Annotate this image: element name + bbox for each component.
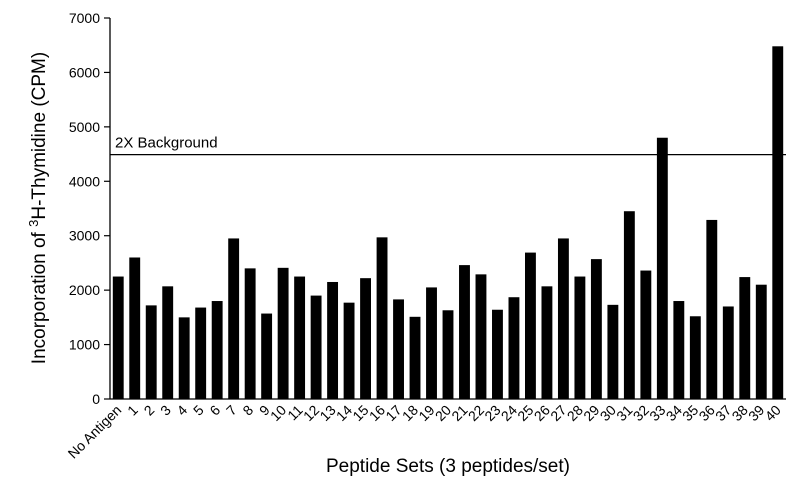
bar-30 <box>607 304 619 399</box>
bar-34 <box>673 301 685 399</box>
y-tick-label: 7000 <box>69 10 100 26</box>
bar-8 <box>244 268 256 399</box>
bar-38 <box>739 277 751 399</box>
bar-25 <box>525 252 536 399</box>
bar-2 <box>145 305 157 399</box>
bar-9 <box>261 313 273 399</box>
bar-33 <box>656 137 668 400</box>
bar-1 <box>129 257 141 399</box>
bar-16 <box>376 237 388 399</box>
y-axis-title-superscript: 3 <box>26 220 41 227</box>
y-tick-label: 6000 <box>69 64 100 80</box>
bar-23 <box>492 309 503 399</box>
bar-4 <box>178 317 190 399</box>
y-axis-title: Incorporation of 3H-Thymidine (CPM) <box>26 52 50 364</box>
bar-3 <box>162 286 174 399</box>
y-tick-label: 1000 <box>69 337 100 353</box>
bar-31 <box>623 211 635 399</box>
bar-14 <box>343 302 355 399</box>
bar-27 <box>557 238 569 399</box>
bar-22 <box>475 274 487 399</box>
bar-13 <box>327 281 339 399</box>
y-tick-label: 3000 <box>69 228 100 244</box>
x-tick-labels: No Antigen 1 2 3 4 5 6 7 8 9101112131415161718192… <box>65 402 784 462</box>
bar-21 <box>459 265 470 399</box>
bar-32 <box>640 270 652 399</box>
bar-39 <box>755 284 767 399</box>
y-tick-label: 2000 <box>69 282 100 298</box>
bar-24 <box>508 297 520 399</box>
reference-line-label: 2X Background <box>115 135 218 152</box>
x-tick-label: 2 <box>141 402 158 419</box>
bar-40 <box>772 46 784 400</box>
bars-group <box>112 46 784 400</box>
bar-28 <box>574 276 586 399</box>
bar-35 <box>689 316 701 399</box>
bar-6 <box>211 301 223 399</box>
x-tick-label: No Antigen <box>65 402 125 462</box>
bar-19 <box>426 287 437 399</box>
x-tick-label: 40 <box>762 402 784 424</box>
bar-7 <box>228 238 240 399</box>
bar-36 <box>706 219 718 399</box>
x-tick-label: 6 <box>206 402 223 419</box>
y-tick-label: 0 <box>92 391 100 407</box>
bar-26 <box>541 286 553 399</box>
x-axis-title: Peptide Sets (3 peptides/set) <box>326 456 570 477</box>
bar-17 <box>393 299 404 399</box>
x-tick-label: 8 <box>239 402 256 419</box>
bar-5 <box>195 307 207 399</box>
bar-15 <box>360 278 371 399</box>
y-tick-label: 5000 <box>69 119 100 135</box>
bar-37 <box>722 306 734 399</box>
bar-18 <box>409 316 421 399</box>
bar-29 <box>590 259 602 399</box>
x-tick-label: 4 <box>173 402 190 419</box>
bar-20 <box>442 310 454 399</box>
bar-12 <box>310 295 322 399</box>
x-tick-label: 3 <box>157 402 174 419</box>
x-tick-label: 5 <box>190 402 207 419</box>
x-tick-label: 1 <box>124 402 141 419</box>
bar-no-antigen <box>112 276 124 399</box>
y-axis-title-prefix: Incorporation of <box>29 227 50 364</box>
x-tick-label: 7 <box>223 402 240 419</box>
y-tick-label: 4000 <box>69 173 100 189</box>
y-axis-title-suffix: H-Thymidine (CPM) <box>29 52 50 220</box>
bar-11 <box>294 276 306 399</box>
y-axis: 0 1000 2000 3000 4000 5000 6000 7000 <box>69 10 110 407</box>
bar-10 <box>277 267 289 399</box>
